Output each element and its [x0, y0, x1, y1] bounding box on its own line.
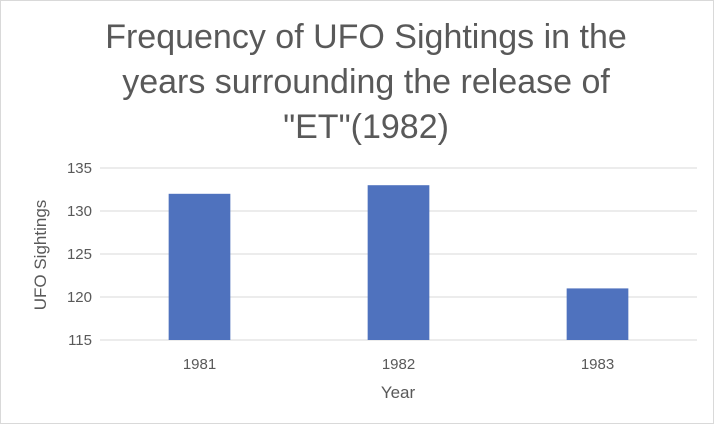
chart-title: Frequency of UFO Sightings in the years …: [41, 15, 691, 150]
x-axis-title: Year: [381, 383, 416, 402]
bar-1983: [566, 288, 629, 340]
y-tick-label: 135: [67, 160, 92, 177]
y-axis-title: UFO Sightings: [31, 200, 50, 311]
y-tick-label: 115: [68, 332, 92, 349]
x-tick-label: 1981: [183, 356, 216, 373]
chart-title-line-1: Frequency of UFO Sightings in the: [105, 18, 627, 56]
x-tick-label: 1982: [382, 356, 415, 373]
bar-1981: [168, 193, 231, 340]
x-tick-label: 1983: [581, 356, 614, 373]
y-tick-label: 120: [67, 289, 92, 306]
bar-1982: [367, 185, 430, 340]
chart-title-line-3: "ET"(1982): [283, 108, 449, 146]
chart-title-line-2: years surrounding the release of: [122, 63, 610, 101]
bars: [168, 185, 629, 340]
y-tick-labels: 115 120 125 130 135: [67, 160, 92, 349]
y-tick-label: 125: [67, 246, 92, 263]
x-tick-labels: 1981 1982 1983: [183, 356, 614, 373]
y-tick-label: 130: [67, 203, 92, 220]
